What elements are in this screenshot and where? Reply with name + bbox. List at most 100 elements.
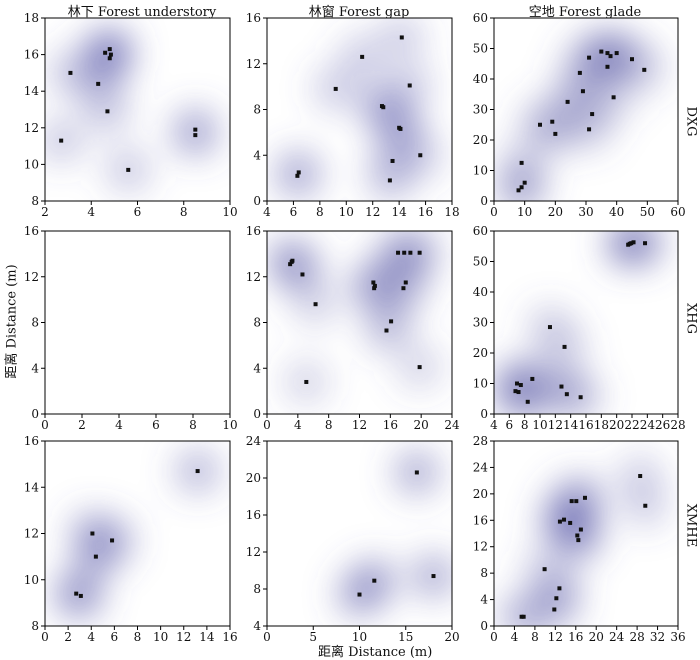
x-tick-label: 20 xyxy=(548,205,563,219)
x-tick-label: 28 xyxy=(629,630,644,644)
y-tick-label: 24 xyxy=(246,434,262,448)
data-point xyxy=(519,614,524,619)
x-tick-label: 28 xyxy=(670,418,685,432)
y-tick-label: 0 xyxy=(480,407,488,421)
data-point xyxy=(107,56,112,61)
data-point xyxy=(518,383,523,388)
x-tick-label: 16 xyxy=(383,418,398,432)
x-tick-label: 50 xyxy=(640,205,655,219)
data-point xyxy=(431,574,436,579)
data-point xyxy=(522,180,527,185)
x-tick-label: 6 xyxy=(134,205,142,219)
x-tick-label: 36 xyxy=(670,630,685,644)
x-tick-label: 20 xyxy=(589,630,604,644)
y-tick-label: 4 xyxy=(480,593,488,607)
data-point xyxy=(193,127,198,132)
y-tick-label: 16 xyxy=(246,508,261,522)
y-tick-label: 8 xyxy=(31,619,39,633)
data-point xyxy=(631,240,636,245)
data-point xyxy=(516,188,521,193)
y-tick-label: 0 xyxy=(31,407,39,421)
x-tick-label: 16 xyxy=(568,630,583,644)
x-tick-label: 8 xyxy=(521,418,529,432)
data-point xyxy=(372,286,377,291)
data-point xyxy=(605,64,610,69)
data-point xyxy=(126,167,131,172)
data-point xyxy=(90,531,95,536)
x-tick-label: 4 xyxy=(294,418,302,432)
data-point xyxy=(59,138,64,143)
x-tick-label: 6 xyxy=(290,205,298,219)
y-tick-label: 50 xyxy=(473,255,488,269)
data-point xyxy=(538,122,542,127)
y-tick-label: 8 xyxy=(31,194,39,208)
x-tick-label: 10 xyxy=(153,630,168,644)
y-tick-label: 8 xyxy=(480,566,488,580)
y-tick-label: 12 xyxy=(246,545,261,559)
x-tick-label: 8 xyxy=(325,418,333,432)
x-tick-label: 12 xyxy=(548,418,563,432)
y-tick-label: 4 xyxy=(253,619,261,633)
x-tick-label: 2 xyxy=(78,418,86,432)
y-tick-label: 40 xyxy=(473,72,488,86)
data-point xyxy=(550,119,555,124)
y-tick-label: 8 xyxy=(253,316,261,330)
y-tick-label: 8 xyxy=(253,103,261,117)
x-tick-label: 8 xyxy=(189,418,197,432)
x-tick-label: 60 xyxy=(670,205,685,219)
y-tick-label: 16 xyxy=(246,224,261,238)
x-tick-label: 2 xyxy=(64,630,72,644)
y-tick-label: 20 xyxy=(473,133,488,147)
x-tick-label: 8 xyxy=(531,630,539,644)
x-tick-label: 14 xyxy=(563,418,579,432)
x-tick-label: 4 xyxy=(87,205,95,219)
y-tick-label: 30 xyxy=(473,103,488,117)
panel-xhg-2-density xyxy=(494,231,668,414)
x-tick-label: 24 xyxy=(609,630,625,644)
data-point xyxy=(576,538,581,543)
panel-xmhe-1: 0 5 10 15 20 4 8 12 16 20 24 xyxy=(246,434,460,644)
data-point xyxy=(407,83,412,88)
data-point xyxy=(300,272,305,277)
x-tick-label: 16 xyxy=(578,418,593,432)
data-point xyxy=(519,160,524,165)
data-point xyxy=(296,170,301,175)
data-point xyxy=(389,319,394,324)
panel-xhg-1: 0 4 8 12 16 20 24 0 4 8 12 16 xyxy=(246,224,460,432)
y-tick-label: 14 xyxy=(24,480,40,494)
y-tick-label: 0 xyxy=(480,619,488,633)
data-point xyxy=(78,593,83,598)
data-point xyxy=(96,81,101,86)
data-point xyxy=(564,392,569,397)
x-tick-label: 16 xyxy=(222,630,237,644)
data-point xyxy=(417,250,422,255)
x-tick-label: 24 xyxy=(444,418,460,432)
data-point xyxy=(295,173,300,178)
data-point xyxy=(417,365,422,370)
column-title-glade: 空地 Forest glade xyxy=(528,5,642,20)
x-tick-label: 12 xyxy=(176,630,191,644)
data-point xyxy=(611,95,616,100)
x-tick-label: 0 xyxy=(41,418,49,432)
data-point xyxy=(387,178,392,183)
data-point xyxy=(402,250,407,255)
data-point xyxy=(542,567,547,572)
data-point xyxy=(371,280,376,285)
y-tick-label: 10 xyxy=(473,164,488,178)
data-point xyxy=(590,112,595,117)
y-tick-label: 12 xyxy=(246,57,261,71)
x-tick-label: 26 xyxy=(655,418,670,432)
x-tick-label: 0 xyxy=(263,418,271,432)
x-tick-label: 10 xyxy=(222,205,237,219)
y-tick-label: 12 xyxy=(24,121,39,135)
panel-xhg-0: 0 2 4 6 8 10 0 4 8 12 16 xyxy=(24,224,238,432)
data-point xyxy=(108,52,113,57)
y-tick-label: 28 xyxy=(473,434,488,448)
y-tick-label: 30 xyxy=(473,316,488,330)
data-point xyxy=(399,35,404,40)
data-point xyxy=(580,89,585,94)
data-point xyxy=(525,399,530,404)
